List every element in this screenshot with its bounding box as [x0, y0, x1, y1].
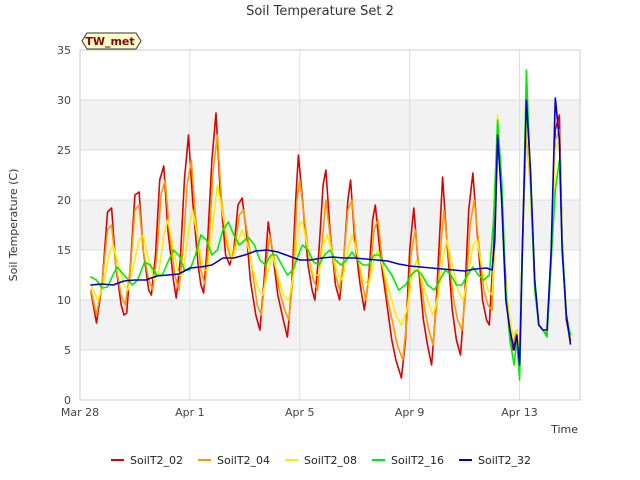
x-tick-label: Mar 28: [61, 406, 99, 419]
legend-item: SoilT2_16: [372, 454, 444, 467]
series-line-soilt2_16: [90, 69, 572, 381]
y-axis-label: Soil Temperature (C): [7, 169, 20, 282]
x-tick-label: Apr 5: [285, 406, 315, 419]
legend-item: SoilT2_02: [111, 454, 183, 467]
x-axis-ticks: Mar 28 Apr 1 Apr 5 Apr 9 Apr 13: [61, 406, 538, 419]
y-tick-label: 30: [57, 94, 71, 107]
legend-label: SoilT2_02: [130, 454, 183, 467]
y-axis-ticks: 0 5 10 15 20 25 30 35: [57, 44, 71, 407]
y-tick-label: 35: [57, 44, 71, 57]
legend-label: SoilT2_04: [217, 454, 270, 467]
series-line-soilt2_32: [90, 97, 572, 366]
station-badge-label: TW_met: [85, 35, 134, 48]
x-axis-label: Time: [550, 423, 578, 436]
x-tick-label: Apr 1: [175, 406, 205, 419]
station-badge: TW_met: [81, 32, 142, 50]
y-tick-label: 15: [57, 244, 71, 257]
legend-label: SoilT2_32: [478, 454, 531, 467]
station-badge-shape: [81, 32, 142, 50]
background-band: [80, 300, 580, 350]
legend-label: SoilT2_16: [391, 454, 444, 467]
chart-title: Soil Temperature Set 2: [246, 4, 394, 19]
y-tick-label: 10: [57, 294, 71, 307]
y-tick-label: 5: [64, 344, 71, 357]
legend-label: SoilT2_08: [304, 454, 357, 467]
x-tick-label: Apr 13: [501, 406, 538, 419]
x-tick-label: Apr 9: [395, 406, 425, 419]
y-tick-label: 0: [64, 394, 71, 407]
y-tick-label: 25: [57, 144, 71, 157]
plot-frame: [79, 49, 581, 401]
legend-item: SoilT2_08: [285, 454, 357, 467]
background-band: [80, 100, 580, 150]
legend-item: SoilT2_32: [459, 454, 531, 467]
y-tick-label: 20: [57, 194, 71, 207]
series-lines: [90, 69, 572, 381]
legend: SoilT2_02 SoilT2_04 SoilT2_08 SoilT2_16 Soil…: [111, 454, 531, 467]
legend-item: SoilT2_04: [198, 454, 270, 467]
